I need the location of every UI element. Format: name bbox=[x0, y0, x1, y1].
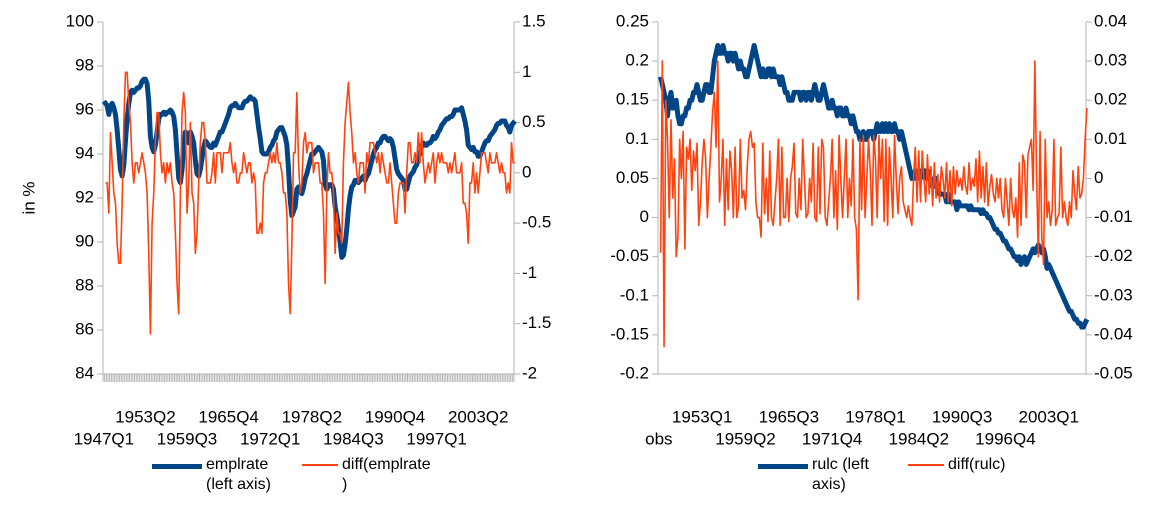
x-tick-label: 1990Q4 bbox=[365, 407, 426, 426]
x-tick-label: 1978Q2 bbox=[282, 407, 343, 426]
x-tick-label: 1984Q2 bbox=[889, 429, 950, 448]
legend-label: emplrate (left axis) bbox=[206, 456, 271, 493]
x-tick-label: 1965Q4 bbox=[198, 407, 259, 426]
y2-tick-label: 1.5 bbox=[522, 11, 546, 30]
legend-label: diff(rulc) bbox=[948, 456, 1006, 473]
legend-item: diff(rulc) bbox=[908, 455, 1038, 475]
legend: rulc (left axis) diff(rulc) bbox=[758, 455, 1044, 495]
y-tick-label: 90 bbox=[75, 231, 94, 250]
y2-tick-label: -0.05 bbox=[1094, 363, 1133, 382]
y2-tick-label: 0 bbox=[1094, 168, 1103, 187]
y-axis-title: in % bbox=[19, 181, 38, 214]
y-tick-label: -0.05 bbox=[610, 246, 649, 265]
y2-tick-label: -1 bbox=[522, 263, 537, 282]
x-tick-label: 1990Q3 bbox=[932, 407, 993, 426]
x-tick-label: 1996Q4 bbox=[975, 429, 1036, 448]
legend-swatch bbox=[302, 464, 338, 466]
y-tick-label: 0 bbox=[640, 207, 649, 226]
x-tick-label: 1997Q1 bbox=[406, 429, 467, 448]
x-tick-label: 1984Q3 bbox=[323, 429, 384, 448]
legend: emplrate (left axis) diff(emplrate) bbox=[152, 455, 438, 495]
y-tick-label: -0.1 bbox=[620, 285, 649, 304]
x-tick-label: 1959Q2 bbox=[715, 429, 776, 448]
y2-tick-label: -0.04 bbox=[1094, 324, 1133, 343]
y-tick-label: -0.15 bbox=[610, 324, 649, 343]
legend-swatch bbox=[758, 464, 808, 469]
legend-swatch bbox=[908, 464, 944, 466]
x-tick-label: 2003Q2 bbox=[448, 407, 509, 426]
y2-tick-label: 0.03 bbox=[1094, 51, 1127, 70]
x-tick-label: 1953Q2 bbox=[115, 407, 176, 426]
y2-tick-label: -0.01 bbox=[1094, 207, 1133, 226]
x-tick-label: 1972Q1 bbox=[240, 429, 301, 448]
y2-tick-label: 0.02 bbox=[1094, 90, 1127, 109]
y2-tick-label: -0.5 bbox=[522, 213, 551, 232]
y-tick-label: 94 bbox=[75, 143, 94, 162]
y2-tick-label: -0.03 bbox=[1094, 285, 1133, 304]
y2-tick-label: -1.5 bbox=[522, 313, 551, 332]
x-tick-label: 1971Q4 bbox=[802, 429, 863, 448]
y2-tick-label: 1 bbox=[522, 62, 531, 81]
y-tick-label: 0.2 bbox=[625, 51, 649, 70]
series-line bbox=[659, 60, 1088, 348]
legend-label: diff(emplrate) bbox=[342, 456, 431, 493]
y2-tick-label: 0.04 bbox=[1094, 11, 1127, 30]
y2-tick-label: -2 bbox=[522, 363, 537, 382]
y-tick-label: -0.2 bbox=[620, 363, 649, 382]
y-tick-label: 0.05 bbox=[616, 168, 649, 187]
y-tick-label: 86 bbox=[75, 319, 94, 338]
y-tick-label: 88 bbox=[75, 275, 94, 294]
legend-item: rulc (left axis) bbox=[758, 455, 902, 495]
y-tick-label: 84 bbox=[75, 363, 94, 382]
x-tick-label: 2003Q1 bbox=[1018, 407, 1079, 426]
y-tick-label: 100 bbox=[66, 11, 94, 30]
y-tick-label: 98 bbox=[75, 55, 94, 74]
x-tick-label: 1947Q1 bbox=[74, 429, 135, 448]
legend-item: emplrate (left axis) bbox=[152, 455, 296, 495]
y-tick-label: 0.15 bbox=[616, 90, 649, 109]
x-tick-label: 1978Q1 bbox=[845, 407, 906, 426]
x-tick-label: 1965Q3 bbox=[759, 407, 820, 426]
y-tick-label: 92 bbox=[75, 187, 94, 206]
y-tick-label: 96 bbox=[75, 99, 94, 118]
y2-tick-label: -0.02 bbox=[1094, 246, 1133, 265]
legend-item: diff(emplrate) bbox=[302, 455, 432, 495]
x-tick-label: obs bbox=[645, 429, 672, 448]
y2-tick-label: 0.01 bbox=[1094, 129, 1127, 148]
y2-tick-label: 0.5 bbox=[522, 112, 546, 131]
y-tick-label: 0.1 bbox=[625, 129, 649, 148]
x-tick-label: 1959Q3 bbox=[157, 429, 218, 448]
y-tick-label: 0.25 bbox=[616, 11, 649, 30]
y2-tick-label: 0 bbox=[522, 162, 531, 181]
series-line bbox=[101, 76, 517, 260]
series-line bbox=[105, 71, 515, 335]
legend-label: rulc (left axis) bbox=[812, 456, 869, 493]
x-tick-label: 1953Q1 bbox=[672, 407, 733, 426]
legend-swatch bbox=[152, 464, 202, 469]
